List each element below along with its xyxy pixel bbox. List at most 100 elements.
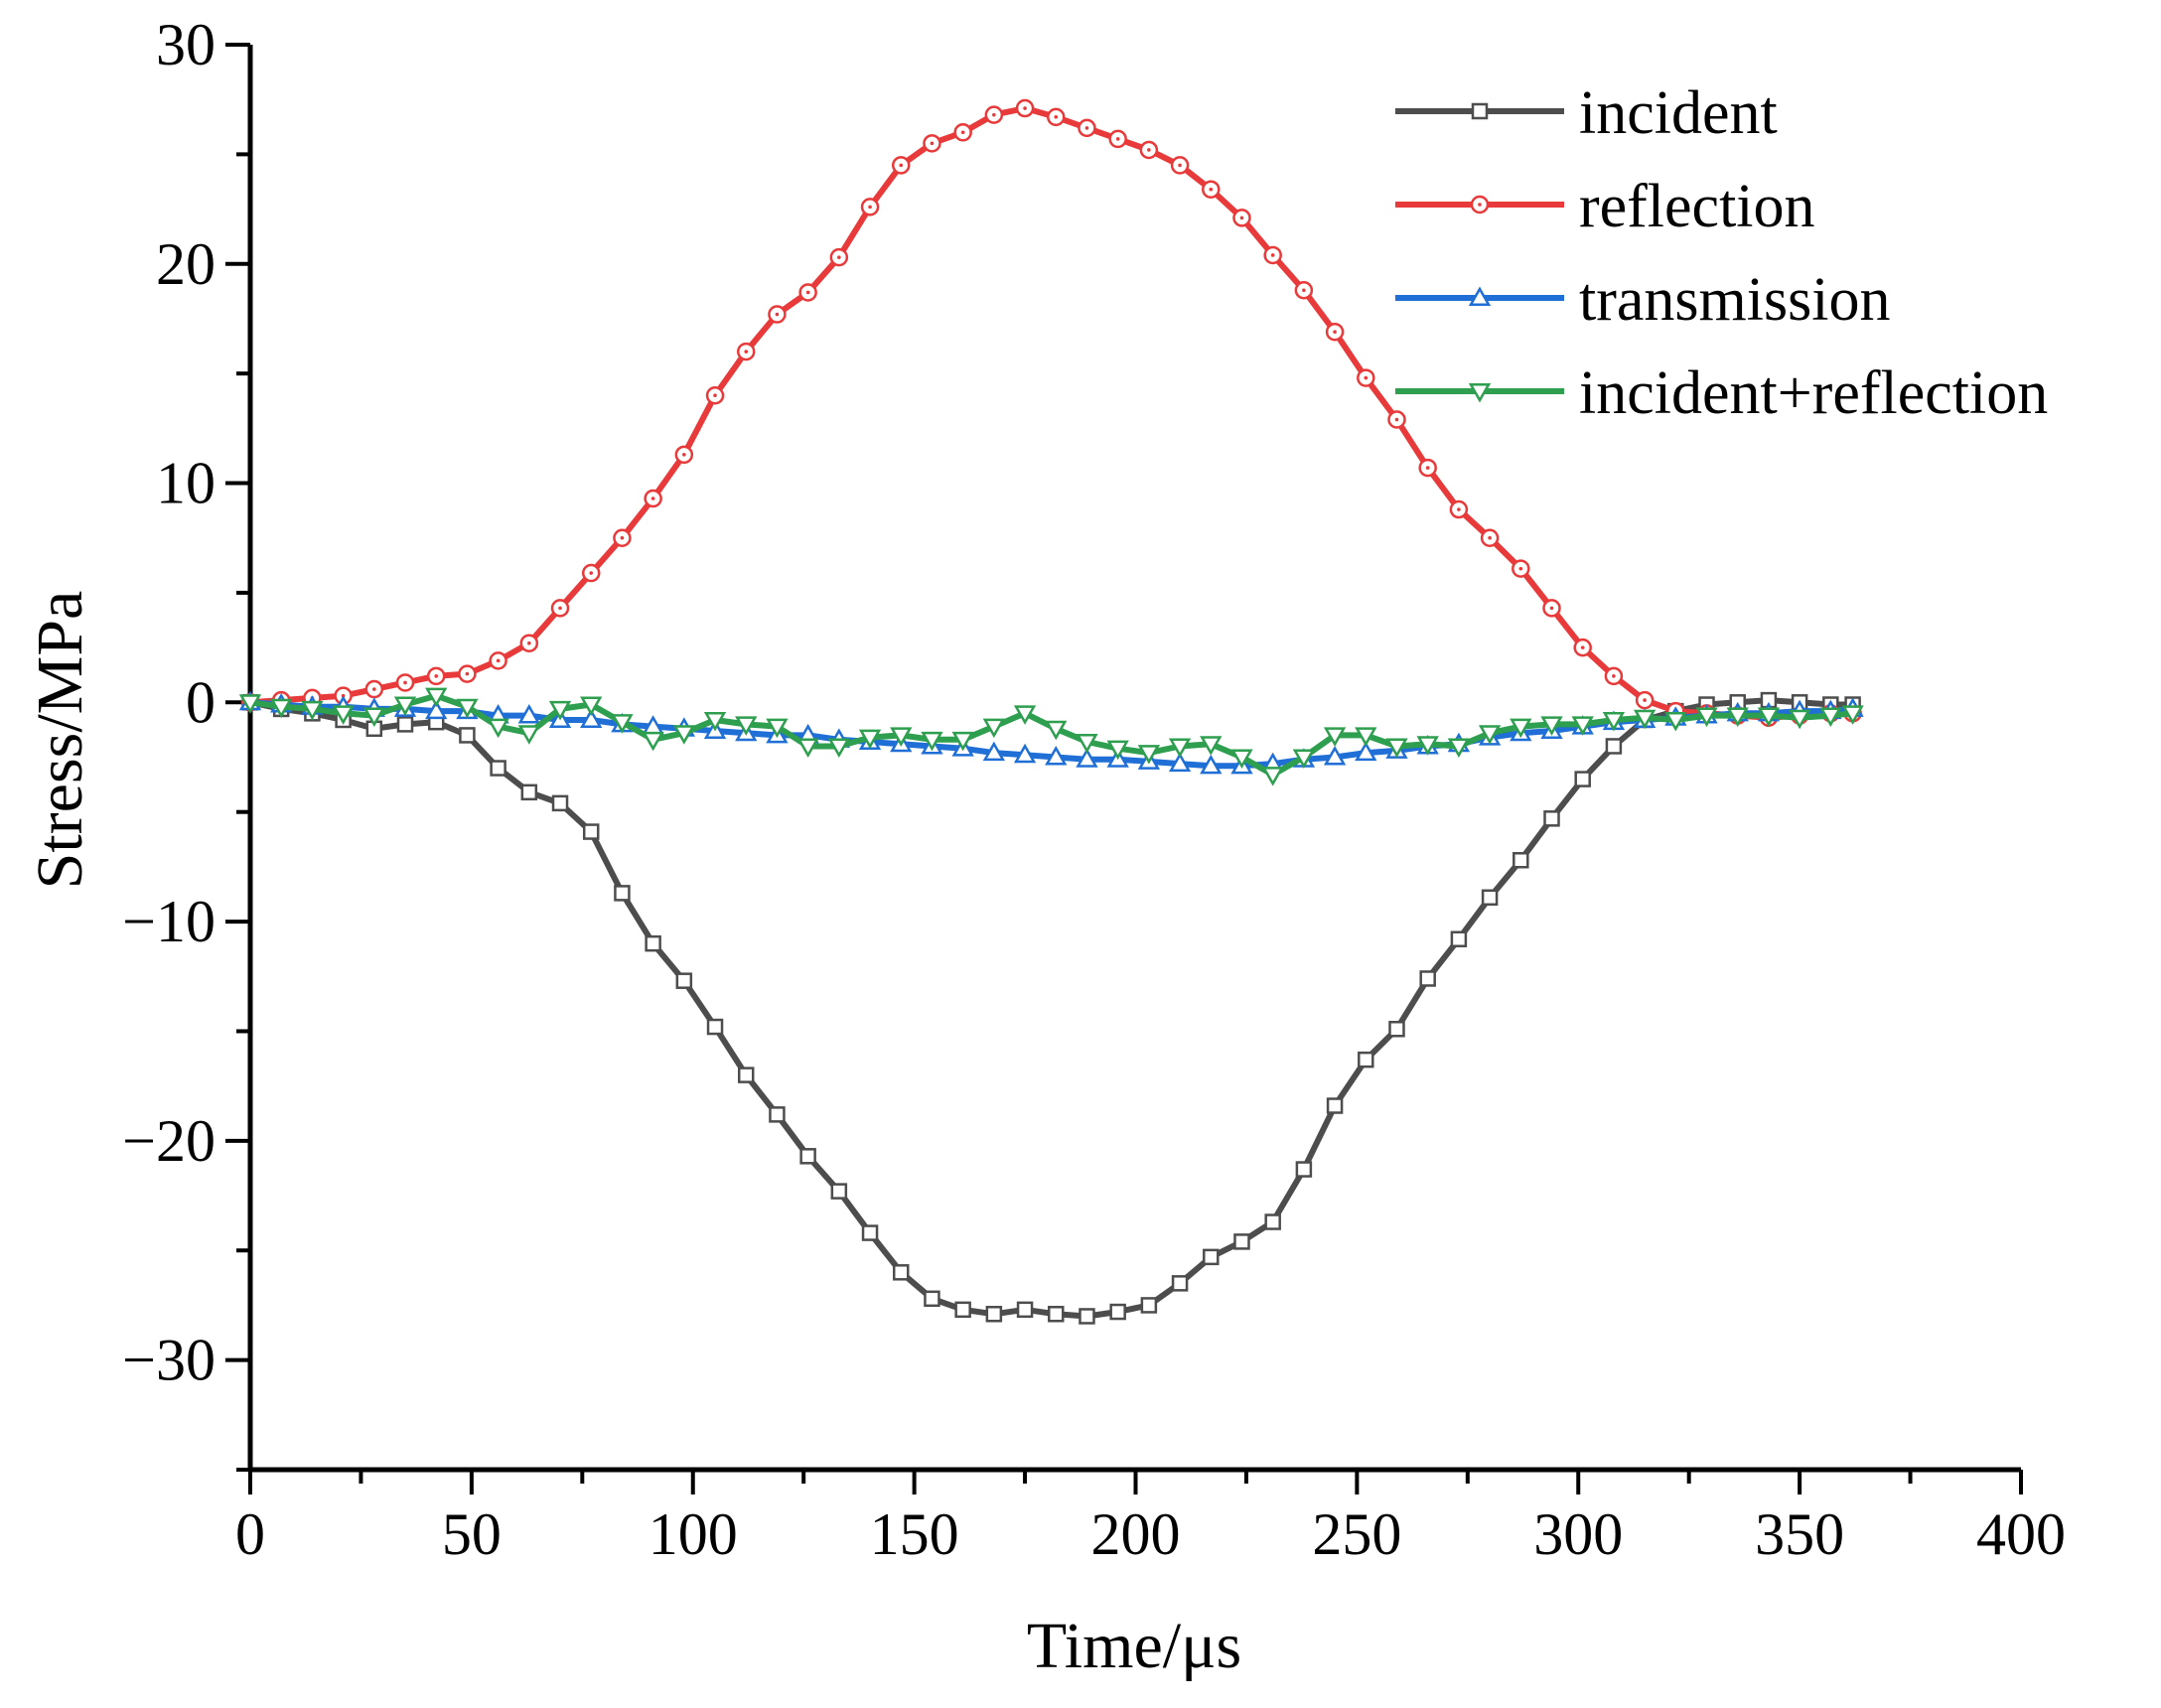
y-axis-label: Stress/MPa [24, 591, 96, 890]
data-point [674, 445, 694, 465]
data-point [1168, 738, 1192, 758]
circle-marker-dot [620, 535, 625, 540]
circle-marker-dot [403, 680, 407, 685]
data-point [1388, 1021, 1405, 1038]
x-tick-label: 200 [1091, 1501, 1181, 1567]
data-point [982, 718, 1006, 739]
data-point [799, 1148, 816, 1165]
data-point [1447, 738, 1471, 758]
x-tick-label: 250 [1312, 1501, 1401, 1567]
data-point [1045, 745, 1068, 766]
data-point [1357, 368, 1375, 387]
circle-marker-dot [496, 658, 501, 663]
circle-marker-dot [992, 112, 996, 117]
circle-marker-dot [1147, 148, 1151, 152]
data-point [1200, 754, 1223, 775]
data-point [490, 760, 506, 777]
data-point [517, 725, 540, 745]
data-point [1323, 727, 1347, 747]
circle-marker-dot [1084, 126, 1089, 130]
data-point [923, 134, 941, 153]
circle-marker-dot [930, 141, 935, 146]
y-tick-label: 30 [156, 12, 216, 77]
data-point [1605, 738, 1623, 755]
x-tick-label: 350 [1755, 1501, 1844, 1567]
data-point [924, 1290, 940, 1308]
data-point [829, 247, 849, 267]
data-point [550, 599, 570, 618]
data-point [1358, 1051, 1374, 1068]
x-tick-label: 300 [1533, 1501, 1623, 1567]
data-point [270, 698, 293, 719]
data-point [705, 385, 725, 405]
data-point [675, 972, 693, 989]
data-point [735, 716, 758, 736]
data-point [1355, 741, 1377, 762]
data-point [1261, 767, 1284, 786]
data-point [1695, 707, 1718, 728]
y-tick-label: 10 [156, 451, 216, 516]
x-tick-label: 50 [442, 1501, 502, 1567]
circle-marker-dot [1457, 507, 1461, 511]
data-point [984, 105, 1004, 124]
data-point [1079, 1308, 1095, 1325]
data-point [1170, 156, 1190, 175]
circle-marker-dot [805, 290, 810, 295]
data-point [1233, 1233, 1250, 1250]
data-point [703, 711, 727, 732]
series-transmission [238, 690, 1864, 775]
circle-marker-dot [589, 571, 594, 575]
data-point [1635, 690, 1655, 710]
data-point [580, 696, 603, 717]
data-point [982, 741, 1006, 762]
series-line [247, 697, 1856, 1320]
legend-item: transmission [1395, 266, 1890, 334]
data-point [921, 731, 943, 752]
data-point [1326, 1097, 1344, 1114]
circle-marker-dot [1054, 115, 1059, 119]
data-point [1168, 752, 1192, 773]
data-point [796, 738, 819, 758]
data-point [614, 885, 631, 902]
data-point [1543, 810, 1560, 827]
legend-label: transmission [1579, 266, 1890, 334]
circle-marker-dot [1115, 137, 1120, 141]
data-point [520, 783, 538, 801]
data-point [1171, 1275, 1189, 1292]
data-point [1230, 749, 1253, 770]
data-point [830, 1183, 848, 1200]
data-point [860, 198, 880, 216]
x-axis-label: Time/μs [1027, 1610, 1241, 1682]
data-point [489, 651, 507, 670]
data-point [1295, 1161, 1313, 1178]
data-point [238, 694, 262, 714]
x-tick-label: 400 [1976, 1501, 2066, 1567]
data-point [1450, 930, 1468, 947]
data-point [1604, 666, 1624, 686]
y-tick-label: −30 [122, 1328, 216, 1393]
data-point [954, 1301, 971, 1319]
data-point [1047, 107, 1066, 127]
circle-marker-dot [682, 453, 686, 457]
data-point [396, 716, 414, 733]
circle-marker-dot [1488, 535, 1492, 540]
data-point [1841, 705, 1864, 725]
data-point [1819, 707, 1842, 728]
data-point [1264, 1213, 1281, 1230]
data-point [736, 342, 756, 361]
data-point [1016, 1301, 1034, 1319]
data-point [1481, 889, 1499, 907]
circle-marker-dot [1209, 187, 1214, 192]
data-point [1385, 738, 1408, 758]
data-point [892, 156, 911, 175]
circle-marker-dot [1178, 163, 1182, 168]
circle-marker-dot [1239, 215, 1244, 220]
data-point [1788, 709, 1811, 730]
circle-marker-dot [775, 312, 780, 317]
circle-marker-dot [1364, 375, 1369, 380]
data-point [1573, 638, 1592, 657]
data-point [1664, 711, 1687, 732]
data-point [1633, 709, 1657, 730]
data-point [582, 823, 600, 840]
data-point [1355, 727, 1377, 747]
